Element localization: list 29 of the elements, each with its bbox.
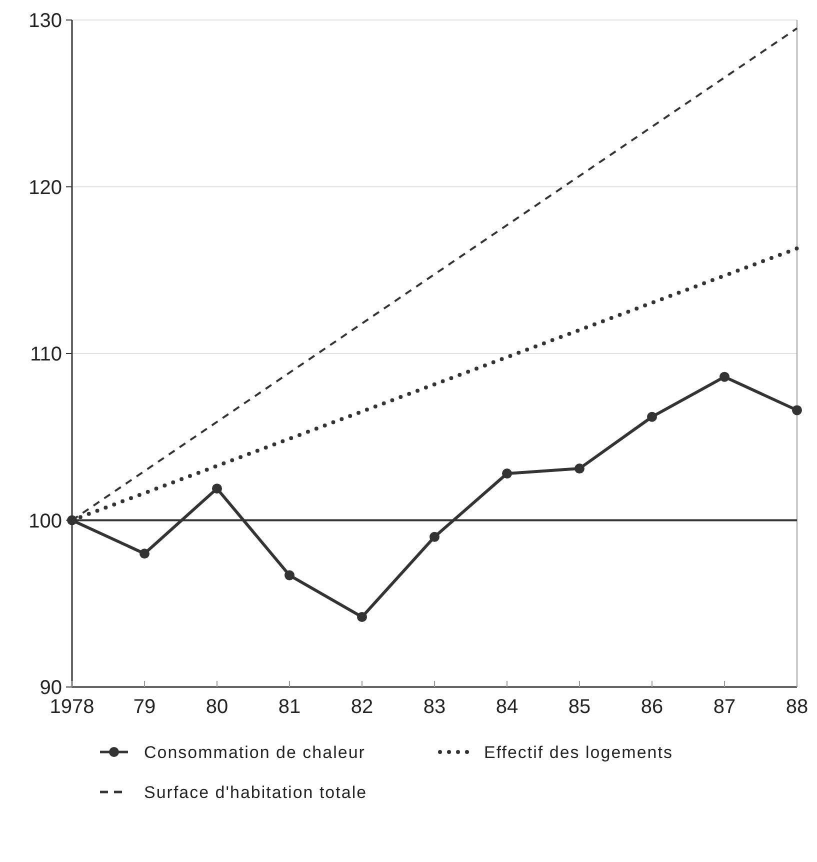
legend-label: Effectif des logements — [484, 742, 673, 762]
point — [720, 372, 730, 382]
x-tick-label: 84 — [496, 696, 518, 718]
point — [502, 468, 512, 479]
x-tick-label: 88 — [786, 696, 808, 718]
point — [357, 612, 367, 622]
x-tick-label: 85 — [568, 696, 591, 718]
x-tick-label: 82 — [350, 696, 374, 718]
point — [212, 484, 222, 494]
y-tick-label: 90 — [40, 677, 62, 699]
point — [140, 548, 150, 559]
point — [430, 532, 440, 542]
y-tick-label: 110 — [30, 344, 62, 366]
y-tick-label: 130 — [28, 10, 62, 32]
x-tick-label: 80 — [206, 696, 228, 718]
y-tick-label: 120 — [28, 176, 62, 199]
legend-label: Consommation de chaleur — [144, 742, 366, 762]
x-tick-label: 81 — [278, 696, 301, 718]
legend-label: Surface d'habitation totale — [144, 782, 368, 802]
y-tick-label: 100 — [28, 510, 62, 532]
x-tick-label: 83 — [423, 696, 446, 718]
point — [284, 570, 294, 580]
x-tick-label: 79 — [133, 696, 156, 718]
x-tick-label: 87 — [713, 696, 736, 718]
point — [792, 405, 802, 416]
point — [574, 464, 584, 474]
x-tick-label: 86 — [640, 696, 664, 718]
x-tick-label: 1978 — [50, 696, 94, 718]
point — [647, 412, 657, 422]
